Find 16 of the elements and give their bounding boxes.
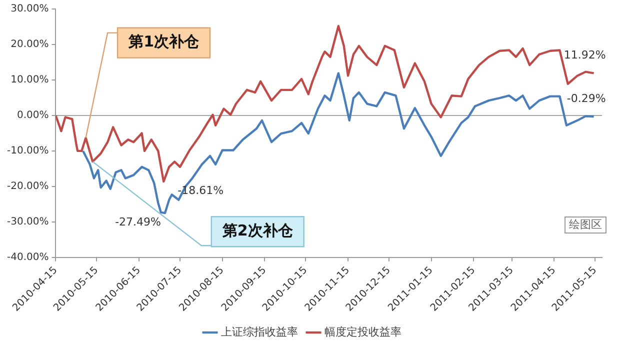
annotation: 第2次补仓 xyxy=(221,221,294,240)
y-tick-label: 0.00% xyxy=(16,110,49,122)
y-tick-label: 10.00% xyxy=(10,74,49,86)
data-label: 11.92% xyxy=(564,48,606,62)
data-label: -27.49% xyxy=(115,215,161,228)
y-tick-label: 30.00% xyxy=(10,4,49,15)
y-tick-label: -20.00% xyxy=(6,181,49,192)
data-label: -0.29% xyxy=(566,92,606,105)
legend-label: 幅度定投收益率 xyxy=(324,325,402,338)
annotation: 第1次补仓 xyxy=(128,32,200,51)
legend-label: 上证综指收益率 xyxy=(221,325,298,338)
y-tick-label: -10.00% xyxy=(6,146,49,157)
annotation: 绘图区 xyxy=(569,218,602,231)
y-tick-label: -40.00% xyxy=(6,252,49,264)
y-tick-label: -30.00% xyxy=(6,216,49,228)
y-tick-label: 20.00% xyxy=(10,39,49,50)
